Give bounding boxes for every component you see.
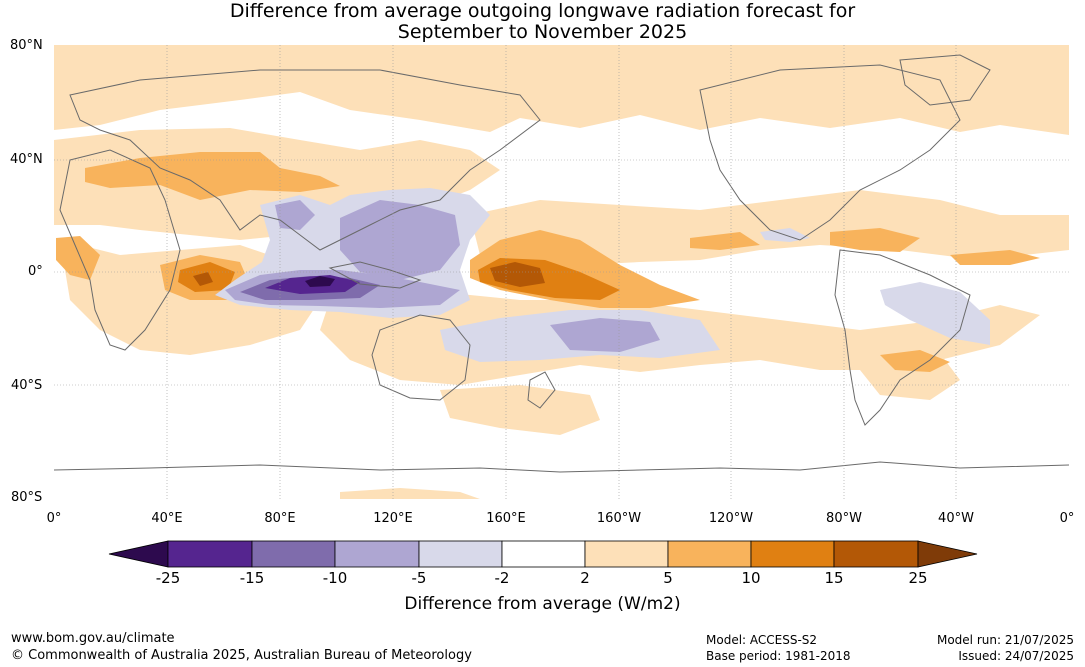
website-link[interactable]: www.bom.gov.au/climate: [11, 631, 175, 646]
anomaly-region-south-pacific-core: [550, 318, 660, 352]
coastlines: [54, 54, 1069, 473]
colorbar: [108, 540, 978, 568]
colorbar-tick-label: -2: [494, 569, 510, 587]
model-name: Model: ACCESS-S2: [706, 633, 818, 647]
anomaly-fields: [54, 45, 1069, 499]
coastline-indonesia: [328, 261, 422, 289]
coastline-south-america: [834, 249, 971, 426]
base-period: Base period: 1981-2018: [706, 649, 851, 663]
anomaly-region-north-band: [54, 45, 1069, 135]
anomaly-region-pacific-north: [470, 190, 1069, 265]
copyright-text: © Commonwealth of Australia 2025, Austra…: [11, 648, 472, 663]
colorbar-box-9: [833, 540, 919, 568]
colorbar-box-4: [418, 540, 503, 568]
lat-label-40n: 40°N: [10, 152, 43, 167]
anomaly-region-pacific-max: [490, 262, 545, 287]
lon-label-40w: 40°W: [938, 511, 974, 526]
lat-label-80s: 80°S: [11, 490, 43, 505]
lon-label-120e: 120°E: [373, 511, 413, 526]
lat-label-0: 0°: [28, 264, 43, 279]
anomaly-region-southern-ocean: [440, 385, 600, 435]
lon-label-120w: 120°W: [708, 511, 754, 526]
lon-label-0-west: 0°: [46, 511, 62, 526]
coastline-eurasia: [69, 69, 541, 251]
colorbar-box-6: [584, 540, 669, 568]
coastline-greenland: [899, 54, 991, 106]
colorbar-tick-label: 15: [824, 569, 844, 587]
coastline-new-zealand: [527, 371, 556, 409]
anomaly-region-atlantic: [950, 250, 1040, 265]
colorbar-box-2: [251, 540, 336, 568]
colorbar-tick-label: 5: [663, 569, 673, 587]
anomaly-region-eastern-indian-min: [305, 276, 335, 287]
colorbar-tick-label: 25: [908, 569, 928, 587]
colorbar-extend-low: [108, 540, 169, 568]
lon-label-160e: 160°E: [486, 511, 526, 526]
colorbar-tick-label: 10: [741, 569, 761, 587]
anomaly-region-far-south: [340, 488, 480, 499]
colorbar-box-5: [501, 540, 586, 568]
anomaly-region-central-america: [690, 232, 760, 250]
coastline-africa: [59, 149, 181, 351]
model-run-date: Model run: 21/07/2025: [936, 633, 1074, 647]
colorbar-tick-label: -25: [155, 569, 181, 587]
map-title-line-2: September to November 2025: [397, 21, 688, 43]
colorbar-tick-label: -10: [322, 569, 348, 587]
lon-label-80e: 80°E: [264, 511, 296, 526]
anomaly-region-brazil: [880, 282, 990, 345]
colorbar-title: Difference from average (W/m2): [404, 594, 681, 614]
coastline-north-america: [699, 64, 961, 241]
lat-label-40s: 40°S: [11, 378, 43, 393]
lon-label-160w: 160°W: [596, 511, 642, 526]
colorbar-box-7: [667, 540, 752, 568]
lat-label-80n: 80°N: [10, 38, 43, 53]
anomaly-region-central-asia: [85, 152, 340, 200]
colorbar-extend-high: [917, 540, 978, 568]
coastline-australia: [371, 314, 471, 401]
colorbar-tick-label: -15: [239, 569, 265, 587]
anomaly-region-indian-max: [193, 272, 213, 286]
colorbar-box-1: [167, 540, 253, 568]
anomaly-region-philippines: [275, 200, 315, 230]
gridlines: [54, 45, 1069, 499]
colorbar-box-3: [334, 540, 420, 568]
issued-date: Issued: 24/07/2025: [958, 649, 1074, 663]
anomaly-region-indonesia: [340, 200, 460, 280]
lon-label-0-east: 0°: [1059, 511, 1075, 526]
coastline-antarctica: [54, 461, 1069, 473]
colorbar-box-8: [750, 540, 835, 568]
map-title-line-1: Difference from average outgoing longwav…: [229, 0, 856, 22]
lon-label-40e: 40°E: [151, 511, 183, 526]
anomaly-region-caribbean: [830, 228, 920, 252]
anomaly-region-south-atlantic: [880, 350, 950, 372]
lon-label-80w: 80°W: [826, 511, 862, 526]
colorbar-tick-label: -5: [411, 569, 427, 587]
colorbar-tick-label: 2: [580, 569, 590, 587]
anomaly-region-africa-west: [56, 236, 100, 280]
